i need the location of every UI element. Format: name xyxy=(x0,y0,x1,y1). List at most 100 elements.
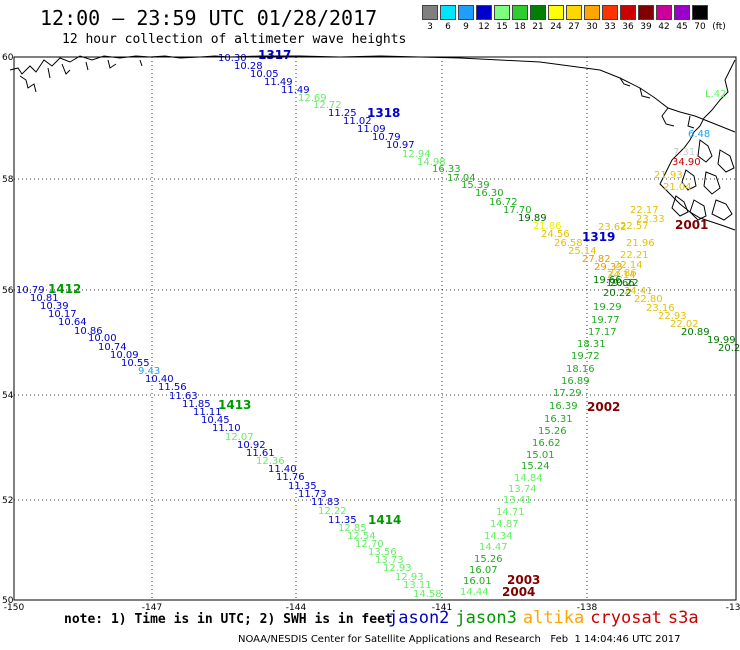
wave-height-label: 10.39 xyxy=(40,301,69,312)
legend-label: 30 xyxy=(586,22,598,32)
wave-height-label: 11.61 xyxy=(246,448,275,459)
wave-height-label: 26.58 xyxy=(554,238,583,249)
legend-label: 18 xyxy=(514,22,526,32)
legend-swatch xyxy=(548,5,564,20)
lon-tick-label: -147 xyxy=(142,603,162,613)
wave-height-label: 16.89 xyxy=(561,376,590,387)
lon-tick-label: -138 xyxy=(577,603,598,613)
legend-swatch xyxy=(584,5,600,20)
wave-height-label: 29.33 xyxy=(594,262,623,273)
wave-height-label: 17.29 xyxy=(553,388,582,399)
wave-height-label: 11.35 xyxy=(328,515,357,526)
pass-number: 1413 xyxy=(218,398,251,412)
wave-height-label: 11.35 xyxy=(288,481,317,492)
wave-height-label: 12.85 xyxy=(338,523,367,534)
legend-swatch xyxy=(494,5,510,20)
wave-height-label: 14.87 xyxy=(490,519,519,530)
wave-height-label: 22.57 xyxy=(620,221,649,232)
archipelago-islands xyxy=(671,139,735,221)
wave-height-label: 13.11 xyxy=(403,580,432,591)
wave-height-label: 34.90 xyxy=(672,157,701,168)
wave-height-label: 23.62 xyxy=(598,222,627,233)
wave-height-label: 10.00 xyxy=(88,333,117,344)
wave-height-label: 11.40 xyxy=(268,464,297,475)
legend-swatch xyxy=(692,5,708,20)
lat-tick-label: 52 xyxy=(2,496,13,506)
wave-height-label: 19.66 xyxy=(593,275,622,286)
wave-height-label: 12.72 xyxy=(313,100,342,111)
legend-label: 27 xyxy=(568,22,580,32)
pass-number: 1412 xyxy=(48,282,81,296)
wave-height-label: 10.09 xyxy=(110,350,139,361)
wave-height-label: 11.09 xyxy=(357,124,386,135)
wave-height-label: 14.84 xyxy=(514,473,543,484)
wave-height-label: 16.01 xyxy=(463,576,492,587)
satellite-legend: jason2 jason3 altika cryosat s3a xyxy=(388,608,705,628)
wave-height-label: 10.55 xyxy=(121,358,150,369)
pass-number: 2004 xyxy=(502,585,535,599)
wave-height-label: 21.93 xyxy=(654,170,683,181)
legend-swatch xyxy=(458,5,474,20)
pass-number: 1317 xyxy=(258,48,291,62)
satellite-name: altika xyxy=(522,608,585,628)
lat-tick-label: 58 xyxy=(2,175,14,185)
graticule xyxy=(14,57,736,600)
map-frame xyxy=(13,56,737,601)
wave-height-label: 11.56 xyxy=(158,382,187,393)
legend-swatch xyxy=(440,5,456,20)
wave-height-label: 12.22 xyxy=(318,506,347,517)
wave-height-points: 10.3010.2810.0511.4911.4912.6912.7211.25… xyxy=(16,53,740,600)
lat-tick-label: 56 xyxy=(2,286,14,296)
legend-label: 36 xyxy=(622,22,634,32)
wave-height-label: 17.04 xyxy=(447,173,476,184)
pass-number: 2002 xyxy=(587,400,620,414)
wave-height-label: 20.2 xyxy=(718,343,740,354)
wave-height-label: 23.33 xyxy=(636,214,665,225)
lon-tick-label: -150 xyxy=(4,603,25,613)
legend-label: 33 xyxy=(604,22,616,32)
wave-height-label: 13.74 xyxy=(508,484,537,495)
wave-height-label: 10.79 xyxy=(372,132,401,143)
axis-labels: 60 58 56 54 52 50-150 -147 -144 -141 -138 -135 xyxy=(2,53,740,613)
wave-height-label: 12.54 xyxy=(347,531,376,542)
wave-height-label: 19.89 xyxy=(518,213,547,224)
alaska-coastline xyxy=(9,55,736,133)
wave-height-label: 20.22 xyxy=(610,278,639,289)
wave-height-label: 10.92 xyxy=(237,440,266,451)
wave-height-label: 17.17 xyxy=(588,327,617,338)
wave-height-label: L.42 xyxy=(705,89,726,100)
wave-height-label: 21.86 xyxy=(533,221,562,232)
wave-height-label: 22.21 xyxy=(620,250,649,261)
wave-height-label: 23.86 xyxy=(608,268,637,279)
wave-height-label: 21.96 xyxy=(626,238,655,249)
legend-label: 12 xyxy=(478,22,490,32)
wave-height-label: 19.29 xyxy=(593,302,622,313)
wave-height-label: 14.34 xyxy=(484,531,513,542)
legend-label: 45 xyxy=(676,22,688,32)
legend-swatch xyxy=(476,5,492,20)
wave-height-label: 16.33 xyxy=(432,164,461,175)
pass-number: 1318 xyxy=(367,106,400,120)
wave-height-label: 14.47 xyxy=(479,542,508,553)
legend-label: 21 xyxy=(532,22,544,32)
wave-height-label: 10.81 xyxy=(30,293,59,304)
wave-height-label: 15.24 xyxy=(521,461,550,472)
wave-height-label: 11.49 xyxy=(281,85,310,96)
wave-height-label: 12.93 xyxy=(395,572,424,583)
lon-tick-label: -135 xyxy=(726,603,740,613)
wave-height-label: 11.83 xyxy=(311,497,340,508)
map-title: 12:00 — 23:59 UTC 01/28/2017 xyxy=(40,6,378,30)
coastline-layer xyxy=(9,55,736,231)
wave-height-label: 15.26 xyxy=(538,426,567,437)
wave-height-label: 15.26 xyxy=(474,554,503,565)
wave-height-label: 22.93 xyxy=(658,311,687,322)
wave-height-label: 10.97 xyxy=(386,140,415,151)
wave-height-label: 19.77 xyxy=(591,315,620,326)
satellite-name: jason3 xyxy=(455,608,517,628)
wave-height-label: 25.14 xyxy=(568,246,597,257)
panhandle-coastline xyxy=(659,59,736,231)
wave-height-label: 10.86 xyxy=(74,326,103,337)
wave-height-label: 16.39 xyxy=(549,401,578,412)
lon-tick-label: -144 xyxy=(286,603,307,613)
